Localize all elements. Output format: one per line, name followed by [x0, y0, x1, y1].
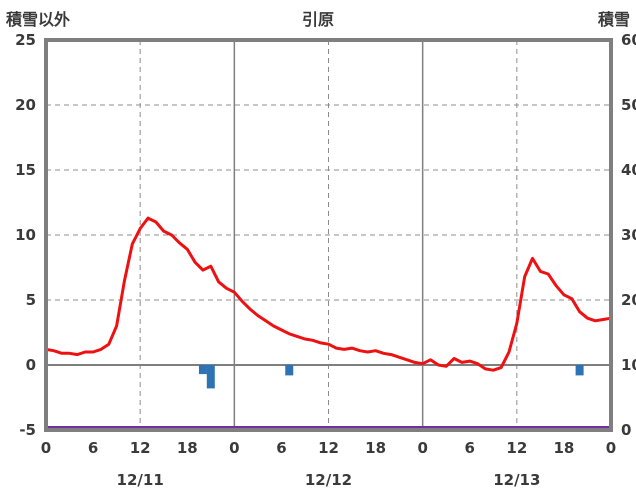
left-axis-tick: 10 [15, 226, 36, 244]
precipitation-bars [198, 365, 584, 389]
right-axis-tick: 0 [621, 421, 631, 439]
left-axis-tick: -5 [19, 421, 36, 439]
right-axis-tick-labels: 60 50 40 30 20 10 0 [621, 31, 636, 439]
left-axis-tick: 25 [15, 31, 36, 49]
right-axis-tick: 50 [621, 96, 636, 114]
left-axis-tick: 0 [26, 356, 36, 374]
x-axis-tick-labels: 0 6 12 18 0 6 12 18 0 6 12 18 0 [41, 439, 616, 457]
left-axis-title: 積雪以外 [6, 10, 71, 29]
left-axis-tick: 20 [15, 96, 36, 114]
right-axis-title: 積雪 [597, 10, 630, 29]
x-axis-tick: 0 [229, 439, 239, 457]
precipitation-bar [206, 365, 215, 389]
right-axis-tick: 60 [621, 31, 636, 49]
chart-title: 引原 [301, 10, 334, 29]
gridlines [46, 40, 611, 430]
left-axis-tick: 5 [26, 291, 36, 309]
right-axis-tick: 30 [621, 226, 636, 244]
x-axis-tick: 0 [41, 439, 51, 457]
x-axis-tick: 12 [506, 439, 527, 457]
plot-border [44, 38, 613, 432]
left-axis-tick-labels: 25 20 15 10 5 0 -5 [15, 31, 36, 439]
date-label: 12/11 [117, 471, 164, 489]
x-axis-tick: 18 [365, 439, 386, 457]
x-axis-tick: 6 [88, 439, 98, 457]
left-axis-tick: 15 [15, 161, 36, 179]
x-axis-tick: 18 [177, 439, 198, 457]
x-axis-tick: 6 [276, 439, 286, 457]
date-label: 12/12 [305, 471, 352, 489]
x-axis-tick: 6 [465, 439, 475, 457]
x-axis-tick: 12 [318, 439, 339, 457]
date-label: 12/13 [493, 471, 540, 489]
precipitation-bar [198, 365, 207, 375]
precipitation-bar [575, 365, 584, 376]
x-axis-tick: 0 [606, 439, 616, 457]
x-axis-date-labels: 12/11 12/12 12/13 [117, 471, 541, 489]
x-axis-tick: 18 [553, 439, 574, 457]
right-axis-tick: 20 [621, 291, 636, 309]
precipitation-bar [285, 365, 294, 376]
x-axis-tick: 12 [130, 439, 151, 457]
right-axis-tick: 10 [621, 356, 636, 374]
temperature-line [44, 216, 613, 372]
right-axis-tick: 40 [621, 161, 636, 179]
x-axis-tick: 0 [417, 439, 427, 457]
